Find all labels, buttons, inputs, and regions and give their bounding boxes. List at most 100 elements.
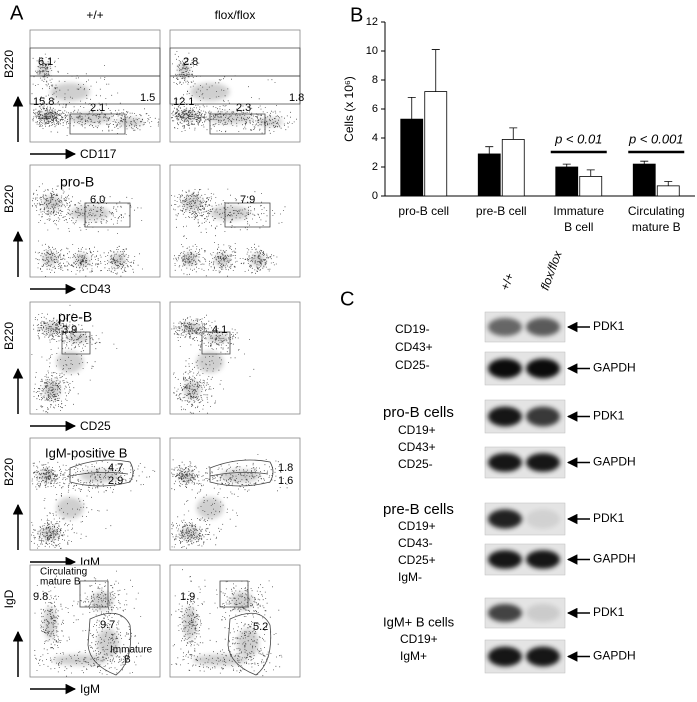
gate <box>69 113 126 135</box>
blot-condition: CD19+ <box>398 423 436 437</box>
gate-label: 2.9 <box>108 475 123 487</box>
y-axis-label: B220 <box>2 185 16 213</box>
blot-band <box>488 358 522 379</box>
panel-label: A <box>10 2 24 24</box>
y-axis-label: IgD <box>2 589 16 608</box>
blot-condition: CD25- <box>398 457 433 471</box>
lane-label: +/+ <box>498 271 517 292</box>
gate-label: 9.8 <box>33 591 48 603</box>
gate-label: 2.3 <box>236 102 251 114</box>
blot-title: pro-B cells <box>383 404 454 421</box>
y-tick-label: 2 <box>372 161 378 173</box>
blot-band <box>526 509 560 529</box>
y-tick-label: 10 <box>366 45 378 57</box>
gate-label: 1.6 <box>278 475 293 487</box>
gate <box>69 472 129 477</box>
bar <box>400 118 424 197</box>
flow-plot: 1.9 5.2 <box>169 564 301 678</box>
band-label: PDK1 <box>593 319 625 333</box>
gate-label: 6.0 <box>90 194 105 206</box>
blot-band <box>488 604 522 622</box>
gate-label: 6.1 <box>38 56 53 68</box>
population-density <box>210 205 250 221</box>
y-tick-label: 12 <box>366 16 378 28</box>
y-axis-label: B220 <box>2 50 16 78</box>
blot-band <box>526 550 560 569</box>
gate-label: 5.2 <box>253 621 268 633</box>
gate <box>61 331 91 355</box>
panel-label: C <box>340 288 354 310</box>
significance-label: p < 0.01 <box>554 131 602 146</box>
band-label: PDK1 <box>593 511 625 525</box>
error-bar <box>431 49 440 92</box>
band-label: GAPDH <box>593 649 636 663</box>
gate <box>209 113 266 135</box>
events <box>31 304 118 414</box>
gate-label: 2.8 <box>183 56 198 68</box>
flow-plot: pro-B 6.0 CD43 B220 <box>2 164 161 296</box>
blot-condition: CD43+ <box>395 340 433 354</box>
gate-label: 9.7 <box>100 619 115 631</box>
band-label: GAPDH <box>593 455 636 469</box>
bar <box>632 163 656 197</box>
band-label: PDK1 <box>593 409 625 423</box>
population-density <box>42 252 58 266</box>
x-tick-label: Circulating mature B <box>628 204 685 234</box>
band-label: GAPDH <box>593 361 636 375</box>
population-density <box>183 322 201 334</box>
events <box>31 458 156 549</box>
population-density <box>50 83 90 101</box>
population-density <box>70 205 110 221</box>
gate <box>219 580 249 608</box>
blot-band <box>488 509 522 529</box>
x-axis-label: CD117 <box>80 147 117 161</box>
gate-label: 2.1 <box>90 102 105 114</box>
flow-plot: 1.81.6 <box>169 437 301 551</box>
blot-title: IgM+ B cells <box>383 614 455 629</box>
population-density <box>43 606 57 640</box>
population-density <box>97 628 119 658</box>
gate <box>224 202 271 228</box>
x-tick-label: Immature B cell <box>553 204 604 234</box>
error-bar <box>485 146 494 154</box>
blot-condition: CD19+ <box>400 632 438 646</box>
flow-plot: 2.8 12.1 2.3 1.8 <box>169 29 304 143</box>
gate-label: mature B <box>40 577 81 588</box>
y-tick-label: 0 <box>372 190 378 202</box>
flow-plot: pre-B3.9 CD25 B220 <box>2 301 161 433</box>
bar <box>477 153 501 197</box>
x-axis-label: IgM <box>80 682 100 696</box>
column-header: flox/flox <box>215 8 256 22</box>
blot-condition: CD43+ <box>398 440 436 454</box>
blot-band <box>526 358 560 379</box>
population-density <box>257 117 283 127</box>
gate <box>69 459 134 487</box>
gate <box>209 459 274 487</box>
blot-band <box>488 646 522 667</box>
bar <box>424 91 448 197</box>
blot-band <box>526 604 560 622</box>
y-axis-label: Cells (x 10⁶) <box>342 76 356 142</box>
blot-band <box>488 406 522 427</box>
gate-label: 4.7 <box>108 462 123 474</box>
error-bar <box>640 160 649 165</box>
blot-band <box>488 453 522 472</box>
blot-condition: CD19- <box>395 322 430 336</box>
population-density <box>190 83 230 101</box>
gate-label: B <box>124 655 131 666</box>
band-label: GAPDH <box>593 552 636 566</box>
panel-label: B <box>350 4 363 26</box>
events <box>171 51 297 134</box>
blot-condition: CD43- <box>398 536 433 550</box>
bar <box>501 139 525 197</box>
blot-title: pre-B cells <box>383 501 454 518</box>
population-density <box>196 497 224 519</box>
blot-band <box>488 318 522 336</box>
gate-label: 1.8 <box>289 92 304 104</box>
x-axis-label: CD25 <box>80 419 111 433</box>
gate <box>79 580 109 608</box>
gate <box>209 472 269 477</box>
error-bar <box>407 97 416 120</box>
